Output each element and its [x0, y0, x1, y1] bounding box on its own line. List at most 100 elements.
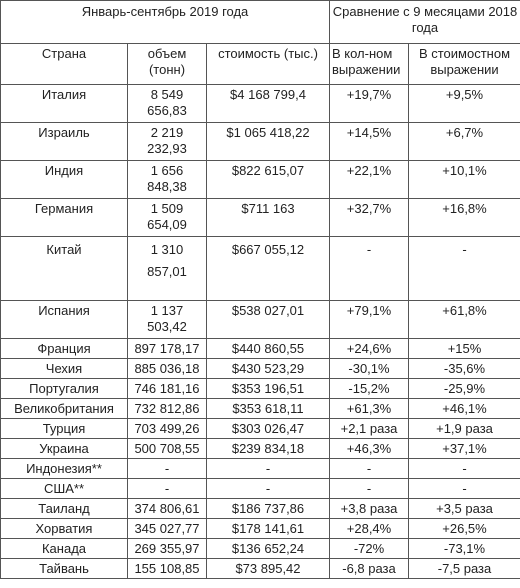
value-cell: $711 163 — [206, 198, 330, 237]
value-cell: - — [127, 458, 207, 479]
value-cell: +19,7% — [329, 84, 409, 123]
value-cell: +46,3% — [329, 438, 409, 459]
value-cell: +32,7% — [329, 198, 409, 237]
country-cell: Франция — [0, 338, 128, 359]
column-header: В кол-ном выражении — [329, 43, 409, 85]
value-cell: -72% — [329, 538, 409, 559]
value-cell: 1 509 654,09 — [127, 198, 207, 237]
country-cell: Израиль — [0, 122, 128, 161]
value-cell: 703 499,26 — [127, 418, 207, 439]
country-cell: Турция — [0, 418, 128, 439]
value-cell: 885 036,18 — [127, 358, 207, 379]
value-cell: - — [329, 458, 409, 479]
value-cell: +16,8% — [408, 198, 520, 237]
value-cell: 746 181,16 — [127, 378, 207, 399]
value-cell: $538 027,01 — [206, 300, 330, 339]
value-cell: 374 806,61 — [127, 498, 207, 519]
value-cell: $178 141,61 — [206, 518, 330, 539]
value-cell: +37,1% — [408, 438, 520, 459]
value-cell: +2,1 раза — [329, 418, 409, 439]
country-cell: Германия — [0, 198, 128, 237]
value-cell: +24,6% — [329, 338, 409, 359]
value-cell: +61,8% — [408, 300, 520, 339]
table-row: Израиль 2 219 232,93 $1 065 418,22 +14,5% +6… — [0, 122, 520, 161]
value-cell: - — [408, 478, 520, 499]
value-cell: $303 026,47 — [206, 418, 330, 439]
table-row: Индия 1 656 848,38 $822 615,07 +22,1% +10,1% — [0, 160, 520, 199]
value-cell: +26,5% — [408, 518, 520, 539]
country-cell: Чехия — [0, 358, 128, 379]
value-cell: $136 652,24 — [206, 538, 330, 559]
table-row: Турция 703 499,26 $303 026,47 +2,1 раза +1,9… — [0, 418, 520, 439]
value-cell: $667 055,12 — [206, 236, 330, 301]
country-cell: США** — [0, 478, 128, 499]
column-header-row: Страна объем (тонн) стоимость (тыс.) В кол-… — [0, 43, 520, 85]
column-header: объем (тонн) — [127, 43, 207, 85]
column-header: стоимость (тыс.) — [206, 43, 330, 85]
column-header: Страна — [0, 43, 128, 85]
comparison-header: Сравнение с 9 месяцами 2018 года — [329, 0, 520, 44]
value-cell: $186 737,86 — [206, 498, 330, 519]
country-cell: Украина — [0, 438, 128, 459]
value-cell: +61,3% — [329, 398, 409, 419]
country-cell: Италия — [0, 84, 128, 123]
country-cell: Канада — [0, 538, 128, 559]
value-cell: $353 196,51 — [206, 378, 330, 399]
value-cell: - — [329, 236, 409, 301]
table-row: Хорватия 345 027,77 $178 141,61 +28,4% +26,5… — [0, 518, 520, 539]
value-cell: - — [206, 478, 330, 499]
value-cell: +1,9 раза — [408, 418, 520, 439]
value-cell: 269 355,97 — [127, 538, 207, 559]
value-cell: 8 549 656,83 — [127, 84, 207, 123]
value-cell: -7,5 раза — [408, 558, 520, 579]
table-row: Португалия 746 181,16 $353 196,51 -15,2% -25… — [0, 378, 520, 399]
value-cell: +3,8 раза — [329, 498, 409, 519]
value-cell: $430 523,29 — [206, 358, 330, 379]
value-cell: +6,7% — [408, 122, 520, 161]
value-cell: $440 860,55 — [206, 338, 330, 359]
value-cell: +9,5% — [408, 84, 520, 123]
value-cell: +10,1% — [408, 160, 520, 199]
value-cell: +28,4% — [329, 518, 409, 539]
value-cell: - — [329, 478, 409, 499]
table-row: Германия 1 509 654,09 $711 163 +32,7% +16,8% — [0, 198, 520, 237]
value-cell: $353 618,11 — [206, 398, 330, 419]
country-cell: Великобритания — [0, 398, 128, 419]
header-row: Январь-сентябрь 2019 года Сравнение с 9 … — [0, 0, 520, 44]
value-cell: - — [408, 458, 520, 479]
table-row: Испания 1 137 503,42 $538 027,01 +79,1% +61,… — [0, 300, 520, 339]
value-cell: +22,1% — [329, 160, 409, 199]
value-cell: 1 656 848,38 — [127, 160, 207, 199]
value-cell: +46,1% — [408, 398, 520, 419]
table-row: Франция 897 178,17 $440 860,55 +24,6% +15% — [0, 338, 520, 359]
country-cell: Китай — [0, 236, 128, 301]
table-row: Индонезия** - - - - — [0, 458, 520, 479]
column-header: В стоимостном выражении — [408, 43, 520, 85]
value-cell: $1 065 418,22 — [206, 122, 330, 161]
value-cell: 500 708,55 — [127, 438, 207, 459]
value-cell: 155 108,85 — [127, 558, 207, 579]
value-cell: +14,5% — [329, 122, 409, 161]
value-cell: +79,1% — [329, 300, 409, 339]
value-cell: - — [408, 236, 520, 301]
country-cell: Индия — [0, 160, 128, 199]
country-cell: Хорватия — [0, 518, 128, 539]
value-cell: $239 834,18 — [206, 438, 330, 459]
value-cell: $73 895,42 — [206, 558, 330, 579]
table-row: Великобритания 732 812,86 $353 618,11 +61,3… — [0, 398, 520, 419]
country-cell: Португалия — [0, 378, 128, 399]
table-row: Украина 500 708,55 $239 834,18 +46,3% +37,1% — [0, 438, 520, 459]
country-cell: Тайвань — [0, 558, 128, 579]
value-cell: - — [127, 478, 207, 499]
value-cell: +3,5 раза — [408, 498, 520, 519]
value-cell: -35,6% — [408, 358, 520, 379]
value-cell: -30,1% — [329, 358, 409, 379]
table-row: Италия 8 549 656,83 $4 168 799,4 +19,7% +9,5… — [0, 84, 520, 123]
table-row: Таиланд 374 806,61 $186 737,86 +3,8 раза +3,… — [0, 498, 520, 519]
table-row: США** - - - - — [0, 478, 520, 499]
country-cell: Испания — [0, 300, 128, 339]
value-cell: 897 178,17 — [127, 338, 207, 359]
value-cell: 345 027,77 — [127, 518, 207, 539]
